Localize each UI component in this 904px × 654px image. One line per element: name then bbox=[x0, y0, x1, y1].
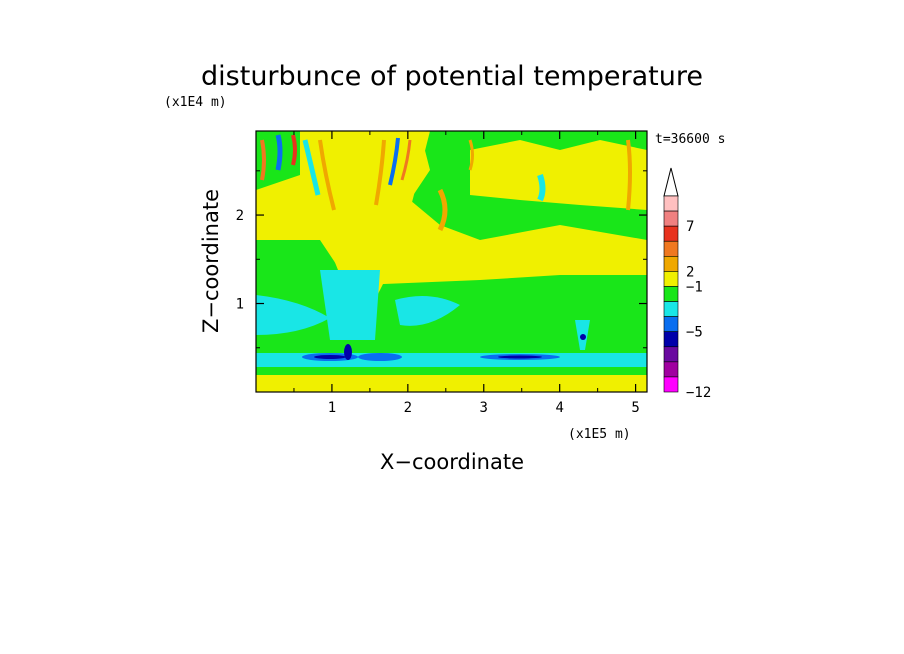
contour-orange bbox=[318, 139, 336, 211]
x-unit-label: (x1E5 m) bbox=[568, 427, 631, 442]
colorbar-swatch bbox=[663, 225, 679, 242]
x-axis-label: X−coordinate bbox=[380, 450, 524, 474]
colorbar-swatch bbox=[663, 240, 679, 257]
colorbar-tick-label: 2 bbox=[686, 264, 694, 280]
colorbar-tick-label: −12 bbox=[686, 385, 711, 401]
contour-orange bbox=[437, 188, 448, 232]
contour-darkblue bbox=[580, 334, 586, 340]
contour-orange bbox=[626, 139, 632, 211]
colorbar-swatch bbox=[663, 301, 679, 317]
colorbar-swatch bbox=[663, 376, 679, 393]
contour-blue bbox=[358, 353, 402, 361]
y-axis-label: Z−coordinate bbox=[199, 189, 223, 333]
colorbar-swatch bbox=[663, 331, 679, 348]
contour-orange bbox=[374, 139, 386, 206]
contour-yellow bbox=[310, 131, 430, 300]
contour-orange bbox=[468, 139, 474, 171]
contour-green bbox=[256, 345, 647, 353]
y-tick-label: 1 bbox=[236, 297, 244, 313]
colorbar-swatch bbox=[663, 361, 679, 378]
contour-blue bbox=[388, 137, 400, 186]
time-label: t=36600 s bbox=[655, 132, 725, 147]
colorbar-swatch bbox=[663, 256, 679, 272]
colorbar-swatch bbox=[663, 286, 679, 302]
colorbar-swatch bbox=[663, 346, 679, 363]
contour-cyan bbox=[537, 174, 546, 202]
contour-blue bbox=[275, 134, 283, 171]
plot-frame bbox=[255, 130, 648, 393]
axes: 1 2 3 4 5 1 2 bbox=[236, 131, 647, 416]
contour-cyan bbox=[320, 270, 380, 340]
contour-darkblue bbox=[344, 344, 352, 360]
x-tick-label: 4 bbox=[555, 400, 563, 416]
contour-darkblue bbox=[314, 355, 346, 359]
contour-orange bbox=[260, 139, 266, 181]
colorbar-tick-label: −5 bbox=[686, 325, 703, 341]
contour-cyan bbox=[302, 139, 321, 196]
contour-darkblue bbox=[498, 355, 542, 359]
contour-field bbox=[256, 131, 647, 392]
contour-cyan bbox=[395, 296, 460, 326]
colorbar-swatch bbox=[663, 316, 679, 332]
x-tick-label: 3 bbox=[480, 400, 488, 416]
colorbar: 7 2−1 −5 −12 bbox=[663, 167, 711, 401]
colorbar-swatch bbox=[663, 195, 679, 212]
contour-orange bbox=[400, 139, 412, 181]
colorbar-tick-label: 7 bbox=[686, 219, 694, 235]
contour-red bbox=[291, 134, 297, 166]
colorbar-tick-label: −1 bbox=[686, 279, 703, 295]
colorbar-swatch bbox=[663, 210, 679, 227]
contour-yellow bbox=[470, 140, 647, 210]
y-unit-label: (x1E4 m) bbox=[164, 95, 227, 110]
colorbar-arrow bbox=[663, 167, 679, 197]
contour-yellow bbox=[256, 375, 647, 392]
x-tick-label: 2 bbox=[404, 400, 412, 416]
contour-yellow bbox=[460, 234, 627, 273]
y-tick-label: 2 bbox=[236, 208, 244, 224]
chart-title: disturbunce of potential temperature bbox=[201, 61, 703, 92]
x-tick-label: 5 bbox=[631, 400, 639, 416]
x-tick-label: 1 bbox=[328, 400, 336, 416]
contour-green bbox=[256, 367, 647, 375]
contour-cyan bbox=[256, 295, 330, 335]
colorbar-swatch bbox=[663, 271, 679, 287]
